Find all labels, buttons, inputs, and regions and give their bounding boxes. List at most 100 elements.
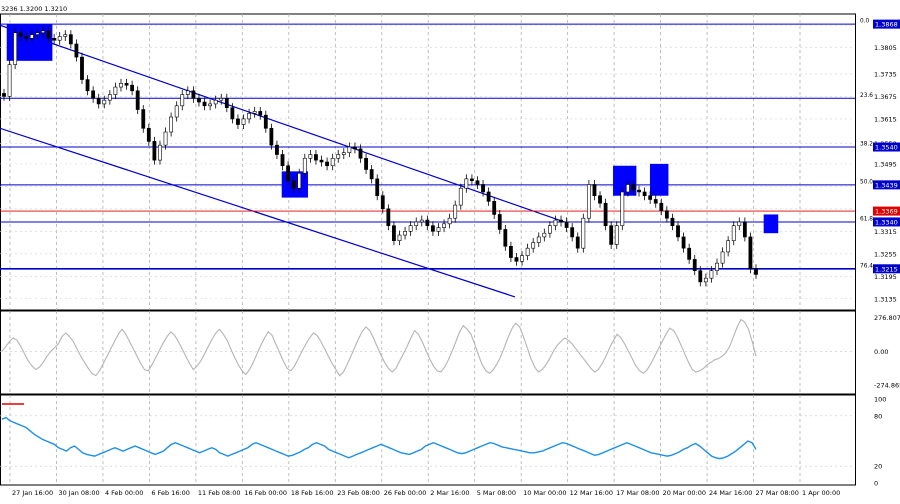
- candle-body: [748, 236, 753, 270]
- price-tag-bg: [873, 180, 900, 190]
- candle-body: [676, 225, 680, 238]
- x-tick-label: 20 Mar 00:00: [663, 489, 706, 497]
- x-tick-label: 16 Feb 00:00: [244, 489, 287, 497]
- price-tag-bg: [873, 264, 900, 274]
- candle-body: [91, 90, 96, 99]
- candle-body: [520, 255, 524, 262]
- candle-body: [397, 234, 402, 241]
- x-tick-label: 23 Feb 08:00: [337, 489, 380, 497]
- candle-body: [241, 118, 246, 125]
- candle-body: [29, 34, 34, 39]
- candle-body: [35, 32, 40, 35]
- candle-body: [603, 202, 608, 226]
- candle-body: [464, 178, 469, 189]
- candle-body: [319, 159, 324, 163]
- candle-body: [670, 217, 675, 226]
- candle-body: [63, 34, 68, 37]
- candle-body: [559, 219, 563, 223]
- candle-body: [692, 259, 697, 271]
- candle-body: [185, 90, 190, 95]
- candle-body: [302, 157, 307, 174]
- candle-body: [286, 165, 290, 182]
- rsi-tick-label: 100: [874, 396, 886, 404]
- fib-level-label: 23.6: [860, 93, 873, 99]
- candle-body: [263, 114, 268, 129]
- candle-body: [687, 247, 692, 260]
- x-tick-label: 10 Mar 00:00: [523, 489, 566, 497]
- candle-body: [174, 105, 179, 118]
- y-tick-label: 1.3135: [874, 295, 897, 303]
- x-tick-label: 24 Mar 16:00: [709, 489, 752, 497]
- x-tick-label: 27 Mar 08:00: [756, 489, 799, 497]
- rsi-tick-label: 80: [874, 412, 882, 420]
- candle-body: [754, 268, 758, 275]
- candle-body: [514, 257, 519, 262]
- x-tick-label: 1 Apr 00:00: [802, 489, 840, 497]
- y-tick-label: 1.3675: [874, 93, 897, 101]
- candle-body: [314, 154, 318, 161]
- candle-body: [403, 231, 407, 236]
- candle-body: [386, 208, 391, 226]
- candle-body: [291, 180, 296, 189]
- channel-upper-line: [0, 24, 565, 223]
- price-tag-bg: [873, 217, 900, 227]
- candle-body: [280, 154, 285, 167]
- candle-body: [236, 118, 240, 125]
- candle-body: [102, 99, 107, 105]
- candle-body: [119, 83, 123, 88]
- candle-body: [336, 154, 341, 159]
- x-tick-label: 26 Feb 00:00: [384, 489, 427, 497]
- candle-body: [458, 187, 463, 206]
- highlight-box: [613, 165, 637, 196]
- candle-body: [7, 64, 12, 97]
- candle-body: [325, 161, 329, 167]
- highlight-box: [763, 214, 779, 234]
- price-tag-bg: [873, 142, 900, 152]
- candle-body: [252, 111, 257, 114]
- candle-body: [642, 191, 647, 197]
- candle-body: [431, 225, 435, 232]
- candle-body: [486, 191, 491, 202]
- candle-body: [57, 36, 62, 41]
- candle-body: [392, 225, 396, 241]
- candle-body: [80, 56, 84, 80]
- candle-body: [158, 144, 162, 161]
- candle-body: [637, 189, 641, 193]
- candle-body: [681, 236, 686, 249]
- candle-body: [2, 93, 6, 97]
- candle-body: [202, 101, 207, 107]
- candle-body: [358, 148, 363, 159]
- candle-body: [737, 221, 742, 226]
- cci-tick-label: 0.00: [874, 348, 888, 356]
- x-tick-label: 18 Feb 16:00: [291, 489, 334, 497]
- candle-body: [742, 221, 747, 238]
- x-tick-label: 4 Feb 00:00: [105, 489, 144, 497]
- candle-body: [726, 240, 731, 253]
- candle-body: [353, 146, 357, 150]
- price-tag-text: 1.3439: [875, 181, 898, 189]
- candle-body: [453, 204, 458, 219]
- candle-body: [581, 217, 586, 249]
- candle-body: [308, 154, 313, 159]
- candle-body: [542, 232, 547, 238]
- fib-level-label: 76.4: [860, 263, 873, 269]
- candle-body: [213, 99, 218, 105]
- y-tick-label: 1.3255: [874, 250, 897, 258]
- candle-body: [224, 98, 229, 108]
- candle-body: [247, 112, 251, 120]
- candle-body: [197, 98, 201, 103]
- candle-body: [364, 157, 368, 170]
- candle-body: [124, 83, 129, 86]
- ohlc-header: 3236 1.3200 1.3210: [1, 5, 67, 13]
- candle-body: [96, 98, 101, 105]
- candle-body: [275, 144, 279, 155]
- candle-body: [503, 229, 508, 247]
- candle-body: [536, 236, 541, 243]
- candle-body: [553, 219, 558, 226]
- candle-body: [575, 236, 580, 249]
- fib-level-label: 38.2: [860, 142, 873, 148]
- candle-body: [41, 30, 45, 34]
- x-tick-label: 2 Mar 16:00: [430, 489, 469, 497]
- y-tick-label: 1.3195: [874, 273, 897, 281]
